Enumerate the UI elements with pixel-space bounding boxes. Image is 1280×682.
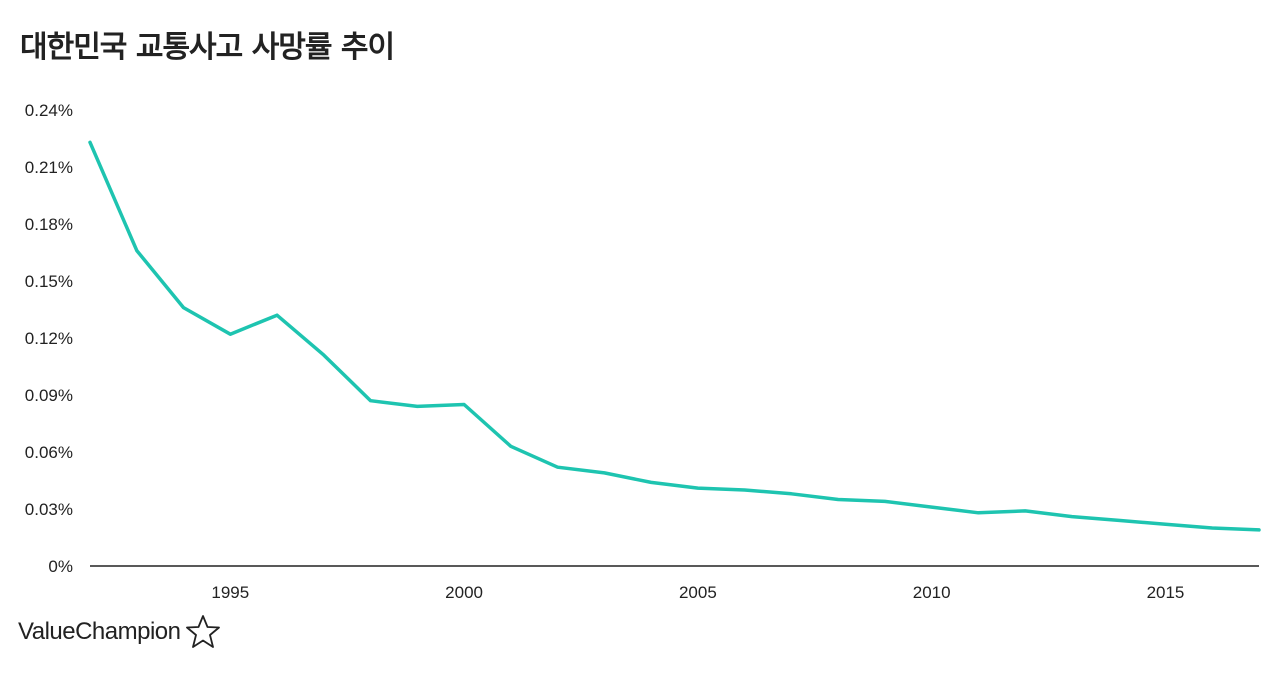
series-line <box>88 140 1261 532</box>
star-outline-icon <box>185 615 220 648</box>
y-tick-label: 0% <box>48 557 73 576</box>
y-tick-label: 0.18% <box>25 215 73 234</box>
chart-title: 대한민국 교통사고 사망률 추이 <box>20 30 395 65</box>
y-tick-label: 0.09% <box>25 386 73 405</box>
x-tick-label: 1995 <box>211 583 249 602</box>
y-tick-label: 0.03% <box>25 500 73 519</box>
brand-name: ValueChampion <box>18 618 181 645</box>
y-tick-label: 0.24% <box>25 101 73 120</box>
y-axis-ticks: 0% 0.03% 0.06% 0.09% 0.12% 0.15% 0.18% 0.21% 0.2… <box>25 101 73 576</box>
y-tick-label: 0.15% <box>25 272 73 291</box>
series-layer <box>88 140 1261 532</box>
brand-logo: ValueChampion <box>18 614 221 650</box>
x-tick-label: 2010 <box>913 583 951 602</box>
x-tick-label: 2005 <box>679 583 717 602</box>
y-tick-label: 0.12% <box>25 329 73 348</box>
x-axis-ticks: 1995 2000 2005 2010 2015 <box>211 583 1184 602</box>
x-tick-label: 2000 <box>445 583 483 602</box>
y-tick-label: 0.06% <box>25 443 73 462</box>
y-tick-label: 0.21% <box>25 158 73 177</box>
x-tick-label: 2015 <box>1147 583 1185 602</box>
